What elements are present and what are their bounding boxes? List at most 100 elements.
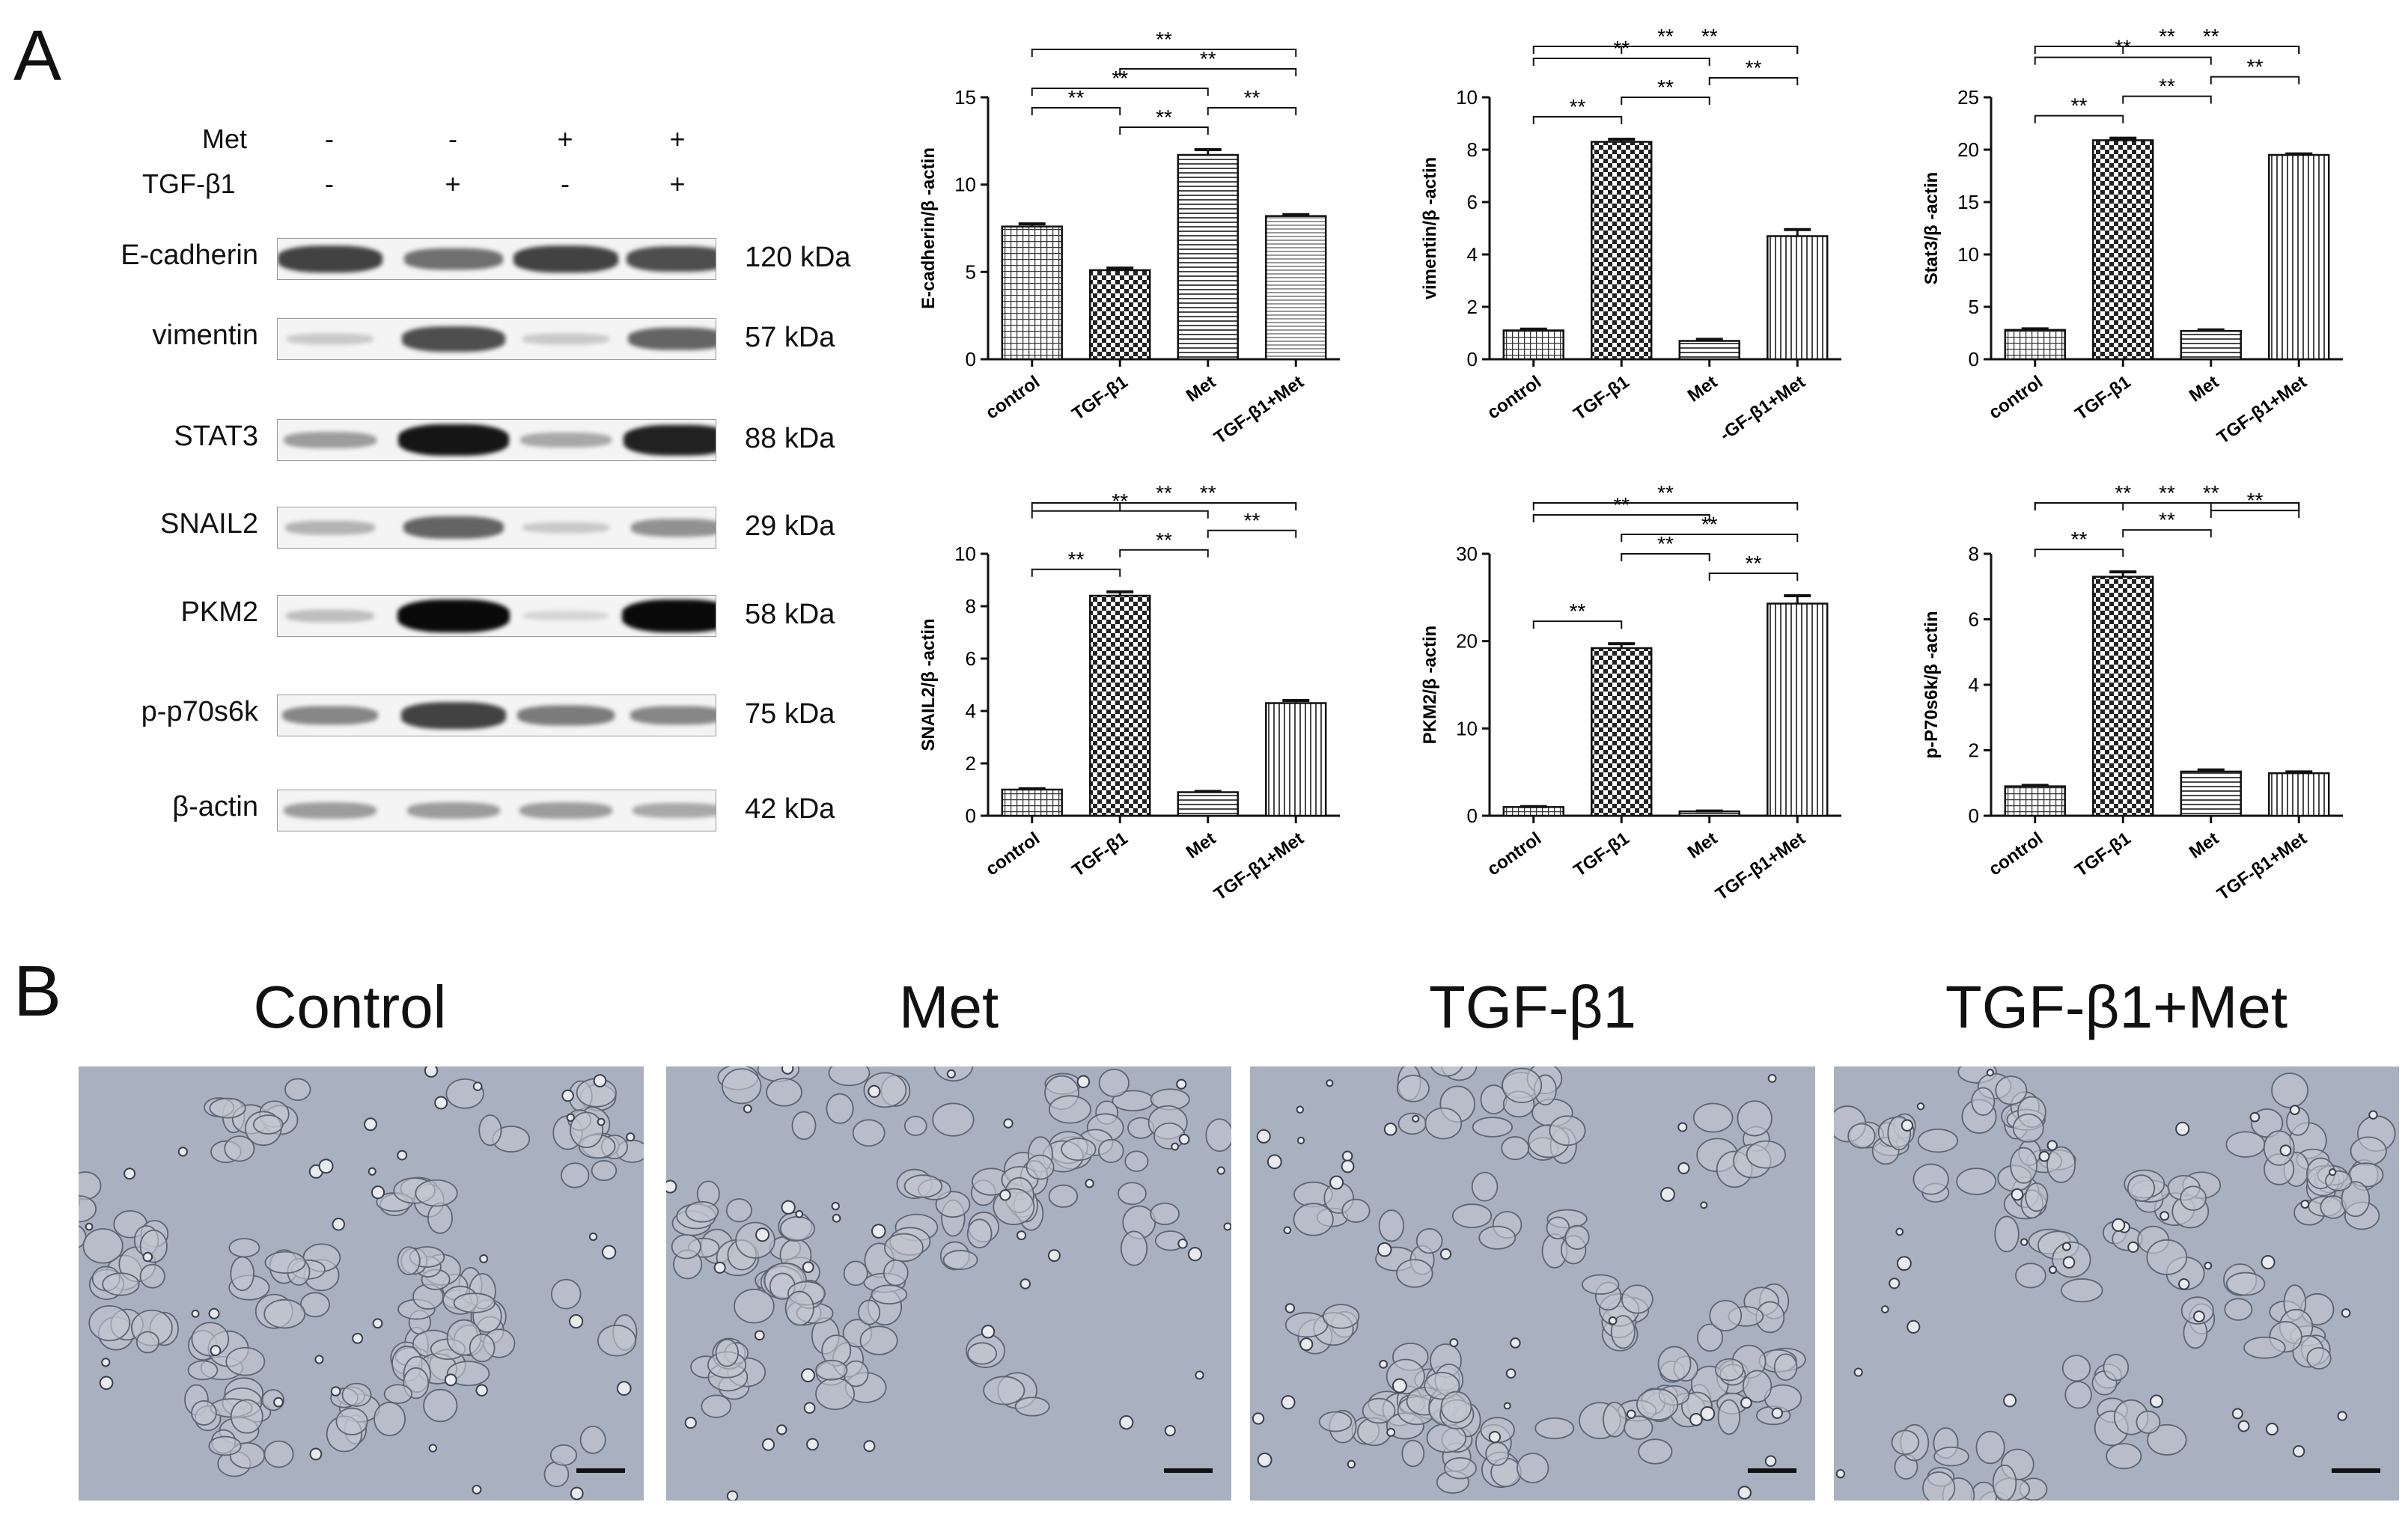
cell	[102, 1272, 140, 1296]
cell	[1603, 1401, 1627, 1438]
cell	[966, 1218, 993, 1249]
bar	[2268, 772, 2330, 817]
cell	[1773, 1353, 1798, 1381]
y-tick-label: 2	[1467, 296, 1478, 318]
round-cell	[177, 1147, 188, 1157]
molecular-weight-label: 57 kDa	[745, 322, 835, 353]
cell	[1502, 1067, 1543, 1104]
x-tick-label: TGF-β1	[1570, 828, 1633, 881]
x-tick-label: control	[1985, 828, 2046, 880]
significance-label: **	[2071, 94, 2088, 117]
x-tick-label: TGF-β1+Met	[2213, 828, 2311, 905]
round-cell	[999, 1189, 1011, 1201]
blot-band	[286, 609, 374, 623]
round-cell	[1439, 1248, 1452, 1260]
blot-band	[513, 245, 618, 272]
significance-label: **	[2247, 55, 2264, 79]
molecular-weight-label: 120 kDa	[745, 242, 851, 273]
bar	[1591, 141, 1653, 361]
cell	[1621, 1284, 1653, 1314]
treatment-sign: -	[325, 168, 334, 199]
round-cell	[1895, 1227, 1904, 1236]
cell	[225, 1346, 266, 1376]
round-cell	[776, 1424, 787, 1435]
bar-chart: 0 2 4 6 8 10 SNAIL2/β -actin control TGF-β1 MetTG…	[918, 481, 1340, 905]
significance-bracket	[1119, 126, 1209, 135]
cell	[815, 1359, 848, 1381]
round-cell	[424, 1066, 439, 1078]
protein-label: SNAIL2	[160, 508, 258, 540]
cell	[549, 1444, 578, 1466]
cell	[1440, 1391, 1472, 1423]
x-tick-label: TGF-β1+Met	[1210, 828, 1308, 905]
x-tick-label: TGF-β1	[2071, 828, 2134, 881]
x-tick-label: Met	[1684, 828, 1721, 863]
micrograph-image	[79, 1066, 644, 1501]
x-tick-label: control	[1484, 372, 1545, 424]
cell	[469, 1333, 496, 1363]
significance-label: **	[1156, 528, 1172, 552]
cell	[208, 1435, 242, 1456]
cell	[1478, 1225, 1517, 1250]
round-cell	[1341, 1159, 1355, 1173]
significance-bracket	[1621, 534, 1799, 542]
round-cell	[475, 1384, 488, 1397]
significance-bracket	[2034, 549, 2124, 558]
cell	[88, 1304, 131, 1342]
round-cell	[593, 1074, 607, 1087]
cell	[1847, 1123, 1876, 1149]
significance-bracket	[1708, 573, 1799, 581]
cell	[983, 1376, 1025, 1405]
blot-band	[397, 599, 510, 632]
round-cell	[1626, 1409, 1636, 1419]
significance-label: **	[1068, 86, 1085, 109]
chart-pkm2: 0 10 20 30 PKM2/β -actin control TGF-β1 Met TGF-…	[1392, 481, 1856, 917]
bar	[1502, 329, 1564, 361]
cell	[1624, 1415, 1653, 1440]
cell	[1341, 1198, 1371, 1223]
blot-band	[523, 611, 609, 621]
round-cell	[795, 1209, 804, 1218]
round-cell	[434, 1096, 448, 1110]
round-cell	[946, 1069, 956, 1079]
cell	[2243, 1336, 2286, 1359]
bar-chart: 0 5 10 15 E-cadherin/β -actin control TGF-β1 Me…	[918, 28, 1340, 448]
panel-label-b: B	[13, 951, 62, 1031]
round-cell	[1986, 1069, 1995, 1077]
cell	[1534, 1417, 1575, 1440]
x-tick-label: control	[982, 828, 1043, 880]
significance-label: **	[1746, 56, 1762, 79]
round-cell	[1284, 1303, 1296, 1313]
y-tick-label: 10	[954, 543, 976, 565]
round-cell	[1187, 1247, 1203, 1262]
cell	[725, 1198, 752, 1223]
x-tick-label: control	[982, 372, 1043, 424]
round-cell	[1047, 1249, 1061, 1263]
significance-label: **	[1657, 76, 1674, 99]
cell	[1995, 1075, 2028, 1105]
chart-stat3: 0 5 10 15 20 25 Stat3/β -actin control TGF-β1 Met…	[1894, 25, 2358, 460]
cell	[2061, 1278, 2103, 1303]
round-cell	[1171, 1142, 1180, 1151]
significance-bracket	[2122, 95, 2212, 104]
round-cell	[1386, 1427, 1396, 1437]
x-tick-label: -GF-β1+Met	[1716, 372, 1809, 445]
significance-bracket	[1031, 510, 1209, 519]
y-tick-label: 0	[1467, 348, 1478, 370]
round-cell	[868, 1084, 881, 1098]
round-cell	[616, 1381, 632, 1397]
round-cell	[1016, 1230, 1027, 1241]
cell	[858, 1299, 881, 1325]
cell	[1318, 1411, 1353, 1432]
round-cell	[1503, 1402, 1511, 1410]
round-cell	[761, 1438, 775, 1451]
round-cell	[124, 1168, 136, 1180]
y-tick-label: 8	[1467, 138, 1478, 161]
bar-chart: 0 10 20 30 PKM2/β -actin control TGF-β1 MetTGF-…	[1420, 481, 1841, 905]
treatment-sign: +	[669, 168, 686, 199]
significance-bracket	[1119, 549, 1209, 558]
bar	[2180, 770, 2242, 817]
round-cell	[801, 1368, 815, 1382]
significance-bracket	[2210, 76, 2300, 85]
round-cell	[2329, 1168, 2337, 1176]
